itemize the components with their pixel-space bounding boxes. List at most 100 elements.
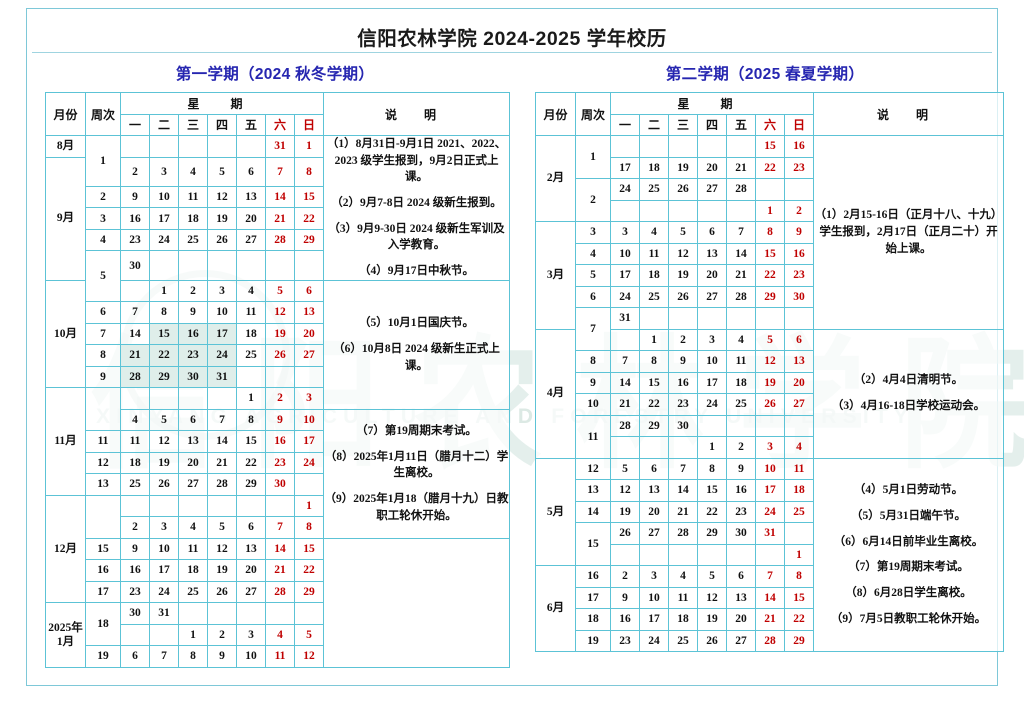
day-cell-empty xyxy=(293,365,325,389)
day-cell: 9 xyxy=(610,586,640,609)
day-cell: 18 xyxy=(178,559,208,582)
day-cell: 13 xyxy=(639,479,669,502)
week-number: 15 xyxy=(575,522,611,566)
day-cell-empty xyxy=(149,250,179,281)
day-cell: 23 xyxy=(783,156,815,179)
day-cell: 13 xyxy=(726,586,756,609)
day-cell: 20 xyxy=(639,500,669,523)
day-cell: 14 xyxy=(207,430,237,453)
day-cell-empty xyxy=(610,199,640,222)
day-cell: 2 xyxy=(668,328,698,351)
week-number: 17 xyxy=(85,580,121,604)
month-label: 6月 xyxy=(535,565,576,652)
day-cell: 29 xyxy=(293,228,325,252)
day-cell: 19 xyxy=(149,451,179,475)
day-cell: 3 xyxy=(207,279,237,303)
column-header-dow-1: 一 xyxy=(610,113,640,136)
day-cell: 26 xyxy=(668,285,698,308)
day-cell: 10 xyxy=(149,185,179,209)
day-cell-empty xyxy=(236,365,266,389)
day-cell: 13 xyxy=(236,537,266,561)
day-cell: 17 xyxy=(293,430,325,453)
day-cell: 5 xyxy=(293,623,325,647)
day-cell: 8 xyxy=(783,565,815,588)
day-cell: 2 xyxy=(726,436,756,459)
day-cell-empty xyxy=(265,494,295,518)
day-cell: 16 xyxy=(610,608,640,631)
day-cell-empty xyxy=(207,250,237,281)
month-label: 10月 xyxy=(45,279,86,389)
semester1-table-head: 月份 周次 星 期 说 明 一二三四五六日 xyxy=(45,92,511,136)
day-cell-empty xyxy=(120,623,150,647)
day-cell: 15 xyxy=(149,322,179,346)
note-item: （4）5月1日劳动节。 xyxy=(853,484,964,497)
day-cell: 21 xyxy=(726,156,756,179)
day-cell: 31 xyxy=(610,307,640,330)
day-cell: 10 xyxy=(293,408,325,432)
week-number: 1 xyxy=(575,135,611,179)
day-cell: 6 xyxy=(236,156,266,187)
calendar-week-row: 5月 12 5 6 7 8 9 10 11 （4）5月1日劳动节。 （5）5月31日端午节。 （6）6… xyxy=(535,457,1005,652)
column-header-dow-1: 一 xyxy=(120,113,150,136)
column-header-dow-6: 六 xyxy=(265,113,295,136)
calendar-week-row: 4 5 6 7 8 9 10 （7）第19周期末考试。 （8）2025年1月11日（腊月十二）学… xyxy=(46,408,511,539)
day-cell: 7 xyxy=(265,156,295,187)
calendar-week-row: 4 23 24 25 26 27 28 29 xyxy=(46,228,510,252)
notes-cell: （4）5月1日劳动节。 （5）5月31日端午节。 （6）6月14日前毕业生离校。 （7… xyxy=(813,457,1005,652)
day-cell: 29 xyxy=(149,365,179,389)
calendar-week-row: 13 25 26 27 28 29 30 xyxy=(46,473,510,496)
day-cell: 4 xyxy=(265,623,295,647)
day-cell-empty xyxy=(697,199,727,222)
note-item: （2）9月7-8日 2024 级新生报到。 xyxy=(331,197,502,210)
calendar-week-row: 12月 1 xyxy=(45,494,510,604)
day-cell: 19 xyxy=(697,608,727,631)
day-cell: 17 xyxy=(149,559,179,582)
day-cell: 25 xyxy=(668,629,698,652)
day-cell-empty xyxy=(697,543,727,566)
day-cell: 23 xyxy=(120,228,150,252)
day-cell-empty xyxy=(265,602,295,625)
note-item: （8）2025年1月11日（腊月十二）学生离校。 xyxy=(324,450,509,480)
column-header-dow-6: 六 xyxy=(755,113,785,136)
day-cell: 18 xyxy=(639,156,669,179)
day-cell: 23 xyxy=(265,451,295,475)
note-item: （3）9月9-30日 2024 级新生军训及入学教育。 xyxy=(328,222,505,252)
week-number: 5 xyxy=(85,250,121,303)
day-cell: 8 xyxy=(178,645,208,668)
day-cell-empty xyxy=(120,135,150,158)
semester1-heading: 第一学期（2024 秋冬学期） xyxy=(175,66,375,83)
day-cell: 21 xyxy=(265,207,295,230)
day-cell: 24 xyxy=(149,228,179,252)
day-cell-empty xyxy=(265,365,295,389)
week-number xyxy=(85,387,121,432)
day-cell: 22 xyxy=(755,156,785,179)
day-cell: 2 xyxy=(265,387,295,410)
day-cell: 21 xyxy=(265,559,295,582)
day-cell: 9 xyxy=(265,408,295,432)
day-cell: 24 xyxy=(293,451,325,475)
day-cell-empty xyxy=(610,543,640,566)
day-cell: 16 xyxy=(783,242,815,265)
day-cell-empty xyxy=(783,414,815,437)
day-cell: 26 xyxy=(265,344,295,367)
day-cell: 9 xyxy=(120,537,150,561)
note-item: （3）4月16-18日学校运动会。 xyxy=(831,400,986,412)
week-number: 16 xyxy=(575,565,611,588)
day-cell: 22 xyxy=(783,608,815,631)
week-number: 18 xyxy=(85,602,121,647)
day-cell: 18 xyxy=(726,371,756,394)
day-cell: 25 xyxy=(783,500,815,523)
day-cell: 15 xyxy=(236,430,266,453)
day-cell: 12 xyxy=(668,242,698,265)
day-cell: 10 xyxy=(207,301,237,324)
day-cell: 9 xyxy=(783,221,815,244)
calendar-week-row: 19 23 24 25 26 27 28 29 xyxy=(536,629,1004,652)
day-cell-empty xyxy=(639,436,669,459)
day-cell: 5 xyxy=(668,221,698,244)
day-cell: 1 xyxy=(178,623,208,647)
month-label: 11月 xyxy=(45,387,86,496)
day-cell-empty xyxy=(668,135,698,158)
week-number: 5 xyxy=(575,264,611,287)
day-cell-empty xyxy=(149,494,179,518)
day-cell: 3 xyxy=(236,623,266,647)
